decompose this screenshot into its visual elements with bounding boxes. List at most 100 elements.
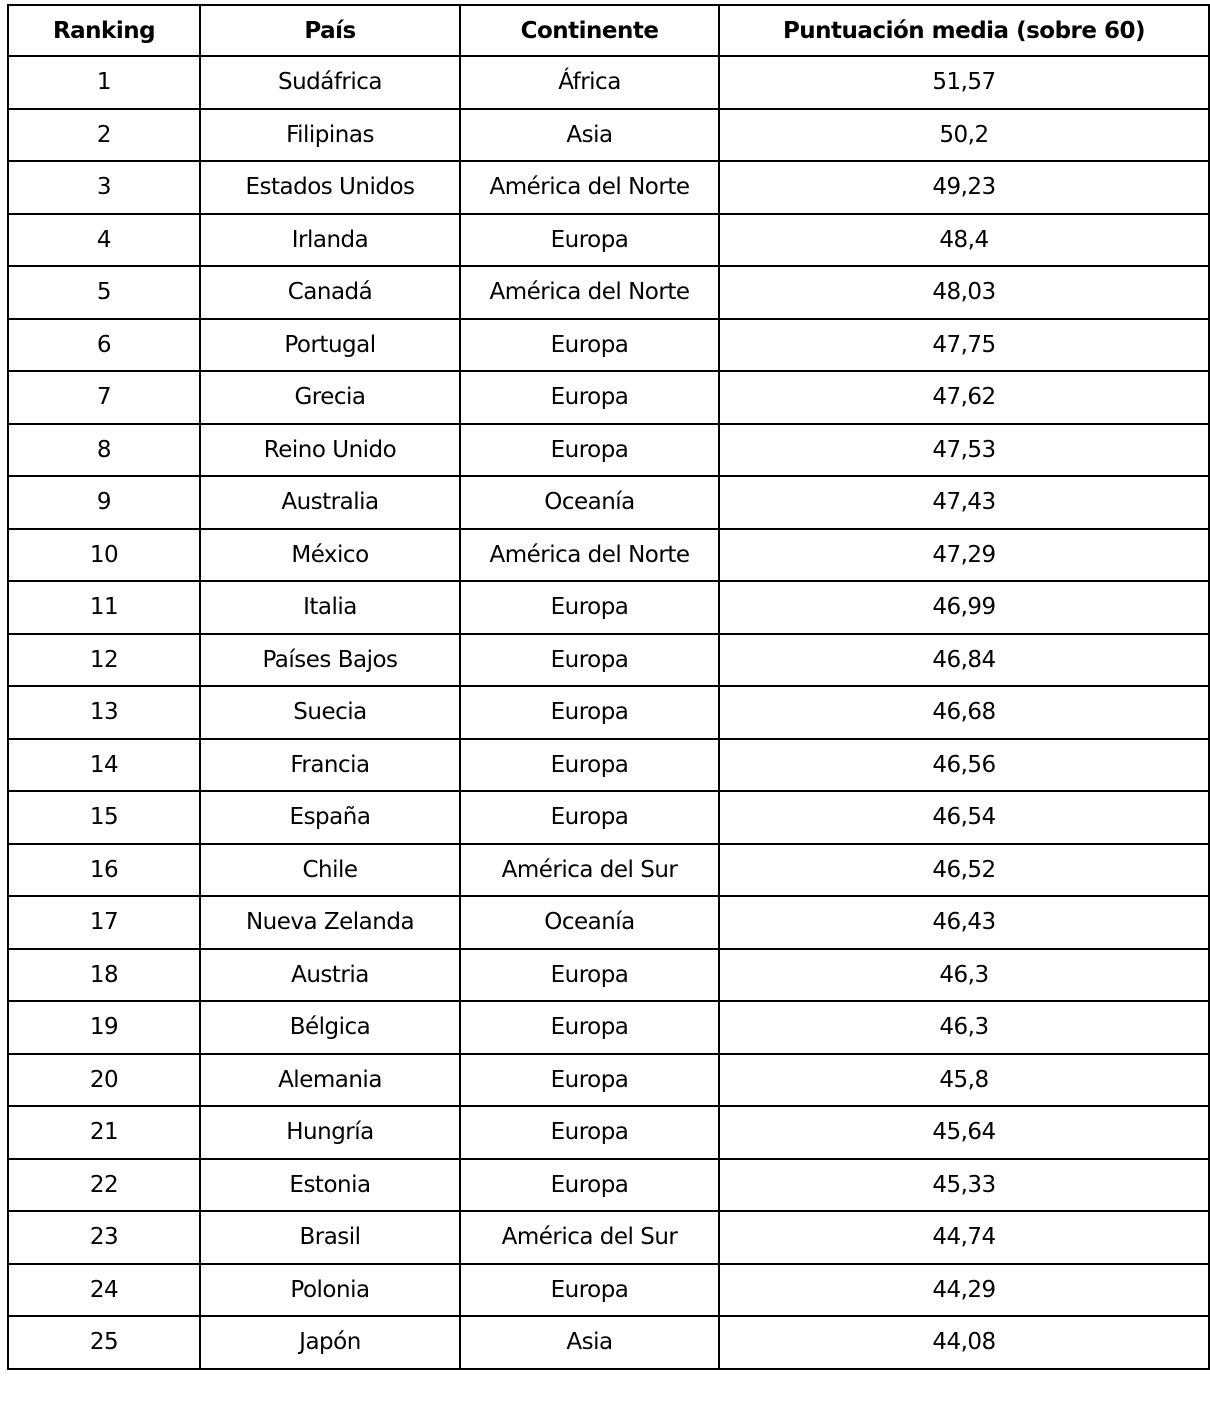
- cell-country: Filipinas: [199, 107, 461, 162]
- header-ranking: Ranking: [7, 4, 201, 57]
- cell-continent: América del Norte: [459, 527, 720, 582]
- cell-continent: Oceanía: [459, 895, 720, 950]
- cell-ranking: 10: [7, 527, 201, 582]
- cell-ranking: 5: [7, 265, 201, 320]
- table-row: 21 Hungría Europa 45,64: [7, 1105, 1210, 1160]
- cell-country: Italia: [199, 580, 461, 635]
- cell-ranking: 7: [7, 370, 201, 425]
- table-row: 12 Países Bajos Europa 46,84: [7, 632, 1210, 687]
- cell-score: 46,3: [718, 1000, 1210, 1055]
- cell-score: 48,03: [718, 265, 1210, 320]
- cell-country: Austria: [199, 947, 461, 1002]
- table-row: 13 Suecia Europa 46,68: [7, 685, 1210, 740]
- cell-continent: Europa: [459, 212, 720, 267]
- cell-ranking: 13: [7, 685, 201, 740]
- cell-score: 45,33: [718, 1157, 1210, 1212]
- table-row: 15 España Europa 46,54: [7, 790, 1210, 845]
- cell-country: Japón: [199, 1315, 461, 1370]
- cell-country: Hungría: [199, 1105, 461, 1160]
- cell-continent: Oceanía: [459, 475, 720, 530]
- cell-continent: Europa: [459, 317, 720, 372]
- cell-score: 44,74: [718, 1210, 1210, 1265]
- table-row: 2 Filipinas Asia 50,2: [7, 107, 1210, 162]
- cell-score: 45,64: [718, 1105, 1210, 1160]
- cell-continent: Europa: [459, 370, 720, 425]
- cell-score: 44,29: [718, 1262, 1210, 1317]
- table-row: 6 Portugal Europa 47,75: [7, 317, 1210, 372]
- cell-score: 48,4: [718, 212, 1210, 267]
- cell-score: 46,56: [718, 737, 1210, 792]
- cell-score: 47,75: [718, 317, 1210, 372]
- cell-score: 50,2: [718, 107, 1210, 162]
- cell-continent: Asia: [459, 1315, 720, 1370]
- cell-score: 49,23: [718, 160, 1210, 215]
- cell-score: 46,68: [718, 685, 1210, 740]
- cell-country: Países Bajos: [199, 632, 461, 687]
- cell-country: Australia: [199, 475, 461, 530]
- cell-score: 46,84: [718, 632, 1210, 687]
- cell-continent: América del Norte: [459, 265, 720, 320]
- cell-score: 46,54: [718, 790, 1210, 845]
- table-body: 1 Sudáfrica África 51,57 2 Filipinas Asia 50,2 3…: [7, 55, 1210, 1370]
- cell-score: 44,08: [718, 1315, 1210, 1370]
- cell-country: Polonia: [199, 1262, 461, 1317]
- cell-score: 47,43: [718, 475, 1210, 530]
- cell-score: 45,8: [718, 1052, 1210, 1107]
- cell-score: 47,53: [718, 422, 1210, 477]
- cell-continent: Europa: [459, 632, 720, 687]
- cell-ranking: 19: [7, 1000, 201, 1055]
- cell-ranking: 24: [7, 1262, 201, 1317]
- cell-continent: Europa: [459, 422, 720, 477]
- table-row: 9 Australia Oceanía 47,43: [7, 475, 1210, 530]
- table-row: 7 Grecia Europa 47,62: [7, 370, 1210, 425]
- cell-country: Suecia: [199, 685, 461, 740]
- cell-ranking: 15: [7, 790, 201, 845]
- header-row: Ranking País Continente Puntuación media…: [7, 4, 1210, 57]
- cell-ranking: 23: [7, 1210, 201, 1265]
- cell-continent: Europa: [459, 737, 720, 792]
- cell-continent: América del Norte: [459, 160, 720, 215]
- cell-country: Estados Unidos: [199, 160, 461, 215]
- cell-country: Portugal: [199, 317, 461, 372]
- cell-score: 47,29: [718, 527, 1210, 582]
- header-country: País: [199, 4, 461, 57]
- cell-ranking: 4: [7, 212, 201, 267]
- cell-continent: Europa: [459, 1052, 720, 1107]
- ranking-table: Ranking País Continente Puntuación media…: [7, 4, 1210, 1370]
- cell-country: México: [199, 527, 461, 582]
- table-row: 17 Nueva Zelanda Oceanía 46,43: [7, 895, 1210, 950]
- header-score: Puntuación media (sobre 60): [718, 4, 1210, 57]
- table-row: 24 Polonia Europa 44,29: [7, 1262, 1210, 1317]
- cell-ranking: 20: [7, 1052, 201, 1107]
- table-row: 16 Chile América del Sur 46,52: [7, 842, 1210, 897]
- table-row: 5 Canadá América del Norte 48,03: [7, 265, 1210, 320]
- table-row: 19 Bélgica Europa 46,3: [7, 1000, 1210, 1055]
- cell-ranking: 9: [7, 475, 201, 530]
- cell-country: Irlanda: [199, 212, 461, 267]
- cell-ranking: 6: [7, 317, 201, 372]
- table-row: 10 México América del Norte 47,29: [7, 527, 1210, 582]
- cell-continent: Europa: [459, 1262, 720, 1317]
- table-row: 1 Sudáfrica África 51,57: [7, 55, 1210, 110]
- cell-country: Nueva Zelanda: [199, 895, 461, 950]
- table-row: 25 Japón Asia 44,08: [7, 1315, 1210, 1370]
- cell-continent: Europa: [459, 947, 720, 1002]
- cell-country: España: [199, 790, 461, 845]
- cell-score: 46,3: [718, 947, 1210, 1002]
- cell-ranking: 18: [7, 947, 201, 1002]
- cell-score: 46,52: [718, 842, 1210, 897]
- cell-country: Francia: [199, 737, 461, 792]
- cell-country: Estonia: [199, 1157, 461, 1212]
- cell-ranking: 17: [7, 895, 201, 950]
- cell-ranking: 22: [7, 1157, 201, 1212]
- table-row: 3 Estados Unidos América del Norte 49,23: [7, 160, 1210, 215]
- cell-continent: Europa: [459, 580, 720, 635]
- cell-continent: Europa: [459, 685, 720, 740]
- cell-continent: Europa: [459, 790, 720, 845]
- cell-ranking: 2: [7, 107, 201, 162]
- cell-continent: Europa: [459, 1105, 720, 1160]
- table-row: 14 Francia Europa 46,56: [7, 737, 1210, 792]
- cell-continent: América del Sur: [459, 842, 720, 897]
- cell-score: 51,57: [718, 55, 1210, 110]
- cell-country: Reino Unido: [199, 422, 461, 477]
